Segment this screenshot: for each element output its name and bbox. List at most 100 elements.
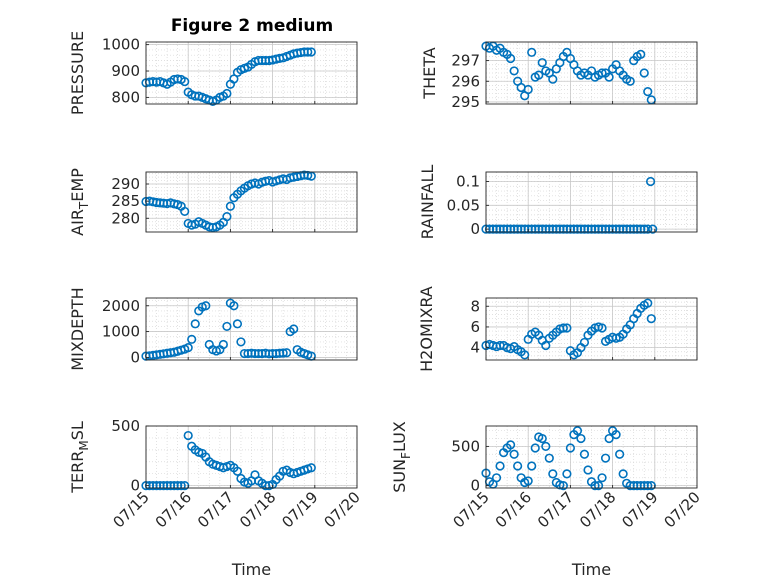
data-point	[537, 58, 547, 68]
data-point	[636, 49, 646, 60]
data-point	[222, 211, 232, 222]
data-point	[643, 481, 653, 491]
y-axis-label: TERRMSL	[68, 421, 91, 494]
data-point	[282, 348, 292, 358]
data-point	[229, 301, 239, 311]
data-point	[509, 66, 519, 76]
data-point	[639, 68, 649, 78]
data-point	[579, 337, 590, 348]
data-point	[495, 461, 505, 471]
y-tick-label: 0	[130, 477, 140, 495]
y-tick-label: 500	[111, 417, 140, 435]
y-axis-label: AIRTEMP	[68, 168, 91, 236]
data-point	[600, 453, 611, 463]
axes-frame	[485, 425, 698, 489]
data-point	[541, 441, 551, 452]
data-point	[537, 433, 547, 444]
subplot-mixdepth: 0 1000 2000 MIXDEPTH	[68, 287, 358, 371]
data-point	[643, 224, 653, 234]
data-point	[236, 337, 246, 347]
data-point	[597, 323, 607, 333]
data-point	[643, 298, 653, 308]
data-point	[565, 443, 576, 453]
data-point	[509, 449, 519, 459]
data-point	[593, 481, 604, 491]
data-point	[548, 74, 558, 84]
data-point	[544, 453, 554, 463]
data-point	[597, 473, 607, 483]
y-tick-label: 0.1	[456, 173, 480, 191]
data-point	[555, 480, 565, 490]
data-point	[530, 443, 540, 453]
y-axis-label: MIXDEPTH	[68, 287, 87, 370]
y-axis-label: H2OMIXRA	[417, 286, 436, 372]
data-point	[506, 53, 516, 64]
data-point	[618, 469, 628, 479]
data-point	[527, 461, 537, 471]
y-axis-label: SUNFLUX	[390, 421, 413, 493]
data-point	[520, 350, 530, 360]
y-tick-label: 1000	[102, 36, 140, 54]
y-tick-label: 295	[451, 93, 480, 111]
y-axis-label: PRESSURE	[68, 31, 87, 115]
x-tick-label: 07/16	[152, 488, 195, 531]
x-tick-label: 07/18	[236, 488, 279, 531]
y-tick-label: 900	[111, 62, 140, 80]
data-point	[190, 319, 200, 329]
axes-frame	[145, 171, 358, 233]
axes-frame	[145, 297, 358, 361]
data-point	[646, 314, 656, 324]
data-point	[645, 176, 656, 187]
data-point	[576, 433, 586, 444]
data-point	[222, 321, 232, 332]
subplot-sun-flux: 050007/1507/1607/1707/1807/1907/20SUNFLU…	[390, 421, 704, 579]
data-point	[590, 481, 600, 491]
y-tick-label: 0.05	[447, 196, 480, 214]
data-point	[611, 430, 621, 440]
y-axis-label: THETA	[420, 47, 439, 99]
data-point	[278, 348, 288, 358]
y-axis-label: RAINFALL	[418, 165, 437, 240]
y-tick-label: 6	[470, 318, 480, 336]
y-tick-label: 0	[130, 348, 140, 366]
y-tick-label: 2000	[102, 297, 140, 315]
data-point	[506, 440, 516, 450]
data-point	[183, 343, 193, 353]
x-tick-label: 07/17	[194, 488, 237, 531]
data-point	[597, 68, 607, 78]
subplot-h2omixra: 4 6 8 H2OMIXRA	[417, 286, 698, 372]
x-tick-label: 07/18	[576, 488, 619, 531]
data-point	[639, 224, 649, 234]
data-point	[548, 469, 558, 479]
data-point	[579, 449, 590, 459]
data-point	[562, 469, 572, 479]
x-axis-label: Time	[231, 560, 271, 579]
axes-frame	[485, 297, 698, 361]
data-point	[180, 206, 190, 217]
data-point	[615, 449, 625, 459]
y-tick-label: 0	[470, 220, 480, 238]
axes-frame	[485, 171, 698, 233]
data-point	[541, 340, 551, 351]
x-tick-label: 07/20	[661, 488, 704, 531]
data-point	[558, 323, 568, 333]
x-tick-label: 07/17	[534, 488, 577, 531]
data-point	[306, 47, 316, 57]
y-tick-label: 1000	[102, 323, 140, 341]
axes-frame	[145, 425, 358, 489]
data-point	[513, 461, 523, 471]
x-tick-label: 07/16	[492, 488, 535, 531]
y-tick-label: 500	[451, 437, 480, 455]
data-point	[289, 324, 299, 334]
x-tick-label: 07/19	[278, 488, 321, 531]
y-tick-label: 285	[111, 192, 140, 210]
data-point	[562, 323, 572, 333]
subplot-pressure: 800 900 1000 PRESSURE	[68, 31, 358, 115]
data-point	[180, 76, 190, 87]
y-tick-label: 0	[470, 477, 480, 495]
subplot-theta: 295 296 297 THETA	[420, 41, 698, 111]
y-tick-label: 280	[111, 209, 140, 227]
data-point	[491, 473, 502, 483]
